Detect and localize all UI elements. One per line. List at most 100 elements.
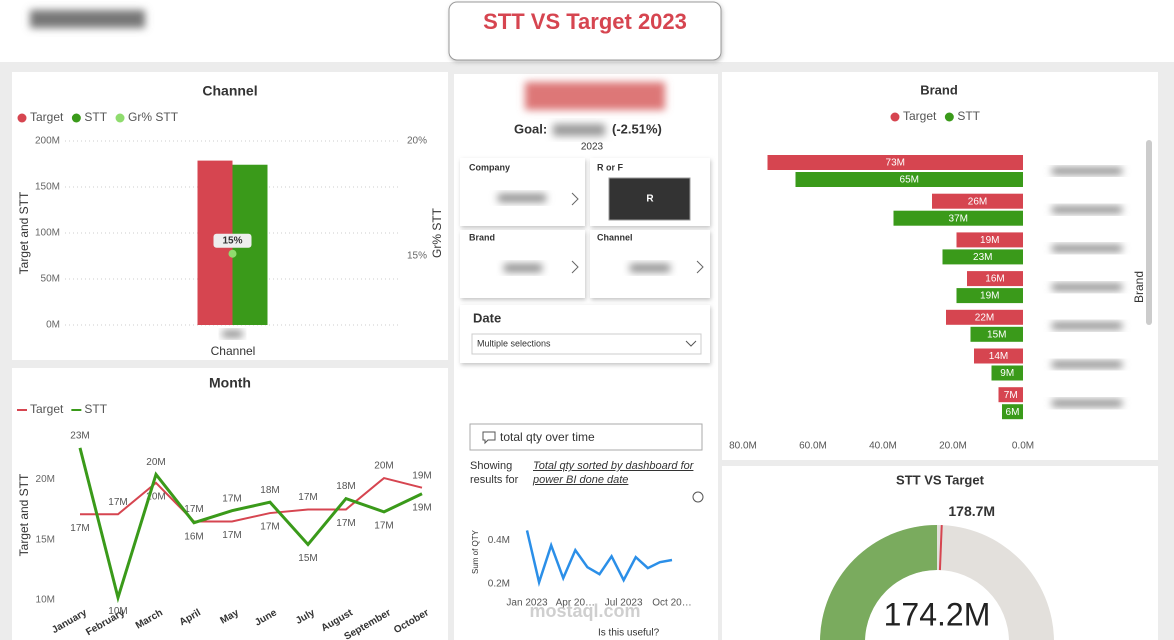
y-tick-label: 10M: [36, 595, 55, 606]
data-label: 23M: [973, 252, 992, 263]
bar: [942, 249, 1023, 265]
blurred-category: [1052, 168, 1122, 174]
data-label: 16M: [184, 531, 203, 542]
legend-swatch: [71, 113, 81, 123]
legend-swatch: [890, 112, 900, 122]
data-label: 15M: [298, 553, 317, 564]
gauge-target: [938, 525, 943, 571]
legend-label: STT: [957, 109, 980, 123]
bar: [998, 387, 1023, 403]
blurred-category: [1052, 361, 1122, 368]
legend-swatch: [115, 113, 125, 123]
blurred-category: [1052, 245, 1122, 252]
data-label: 10M: [108, 606, 127, 617]
slicer-label: Company: [469, 162, 510, 172]
y2-tick-label: 20%: [407, 136, 427, 147]
blurred-category: [1052, 206, 1122, 213]
data-label: 17M: [222, 493, 241, 504]
legend-label: Target: [30, 402, 64, 416]
data-label: 20M: [146, 492, 165, 503]
data-label: 17M: [184, 504, 203, 515]
qna-input[interactable]: [469, 423, 703, 451]
bar: [967, 271, 1023, 287]
kpi-year: 2023: [581, 142, 604, 153]
qna-result[interactable]: Total qty sorted by dashboard for power …: [533, 460, 694, 486]
info-icon: [692, 491, 704, 503]
slicer-button[interactable]: [608, 177, 691, 221]
data-label: 23M: [70, 431, 89, 442]
title-box: [448, 1, 722, 61]
bar: [795, 172, 1023, 187]
data-label: 19M: [980, 291, 999, 302]
data-label: 19M: [980, 235, 999, 246]
bar: [991, 365, 1023, 381]
data-label: 9M: [1000, 368, 1014, 379]
y-axis-title: Sum of QTY: [471, 529, 480, 574]
data-label: 65M: [900, 175, 919, 186]
data-label: 73M: [886, 158, 905, 169]
data-label: 20M: [374, 461, 393, 472]
bar: [956, 288, 1023, 304]
bar: [970, 326, 1023, 342]
y-tick-label: 0.4M: [488, 535, 510, 546]
data-label: 17M: [108, 497, 127, 508]
data-label: 14M: [989, 351, 1008, 362]
data-label: 17M: [222, 530, 241, 541]
bar: [767, 155, 1023, 170]
bar: [974, 348, 1023, 364]
goal-delta: (-2.51%): [612, 121, 662, 136]
data-label: 37M: [949, 213, 968, 224]
blurred-kpi: [525, 82, 665, 110]
blurred-value: [630, 264, 670, 272]
data-label: 7M: [1004, 390, 1018, 401]
y-tick-label: 0M: [46, 320, 60, 331]
y-tick-label: 200M: [35, 136, 60, 147]
y-tick-label: 100M: [35, 228, 60, 239]
legend-label: Target: [903, 109, 937, 123]
y-axis-title: Brand: [1132, 271, 1146, 303]
data-label: 18M: [260, 485, 279, 496]
blurred-value: [498, 194, 546, 202]
y2-axis-title: Gr% STT: [430, 207, 444, 258]
bar: [893, 210, 1023, 226]
legend-label: STT: [84, 110, 107, 124]
date-label: Date: [473, 310, 501, 325]
blurred-goal: [553, 124, 605, 136]
y-tick-label: 50M: [41, 274, 60, 285]
slicer-card[interactable]: [460, 158, 585, 226]
x-tick-label: 60.0M: [799, 441, 827, 452]
x-axis-title: Channel: [211, 344, 256, 358]
blurred-logo: [30, 10, 145, 28]
legend-swatch: [944, 112, 954, 122]
x-tick-label: 20.0M: [939, 441, 967, 452]
data-label: 18M: [336, 481, 355, 492]
legend-label: Target: [30, 110, 64, 124]
y-tick-label: 20M: [36, 474, 55, 485]
data-label: 22M: [975, 312, 994, 323]
data-label: 15M: [987, 329, 1006, 340]
goal-label: Goal:: [514, 121, 547, 136]
chart-title: Channel: [202, 83, 257, 99]
y2-tick-label: 15%: [407, 251, 427, 262]
x-tick-label: Jan 2023: [506, 598, 548, 609]
scrollbar[interactable]: [1146, 140, 1152, 325]
y-axis-title: Target and STT: [17, 191, 31, 274]
blurred-category: [1052, 400, 1122, 407]
line-point: [228, 249, 237, 258]
blurred-category: [1052, 322, 1122, 329]
dropdown-value: Multiple selections: [477, 338, 551, 348]
data-label: 17M: [260, 522, 279, 533]
y-axis-title: Target and STT: [17, 473, 31, 556]
watermark: mostaql.com: [529, 601, 640, 621]
series-line: [525, 530, 673, 587]
chart-title: Brand: [920, 82, 958, 97]
bar: [932, 193, 1023, 209]
series-line: [78, 447, 423, 604]
x-tick-label: Oct 20…: [652, 598, 691, 609]
y-tick-label: 150M: [35, 182, 60, 193]
slicer-label: Brand: [469, 232, 495, 242]
dropdown[interactable]: [471, 333, 702, 355]
slicer-label: Channel: [597, 232, 633, 242]
y-tick-label: 0.2M: [488, 579, 510, 590]
feedback: Is this useful?: [598, 628, 660, 639]
